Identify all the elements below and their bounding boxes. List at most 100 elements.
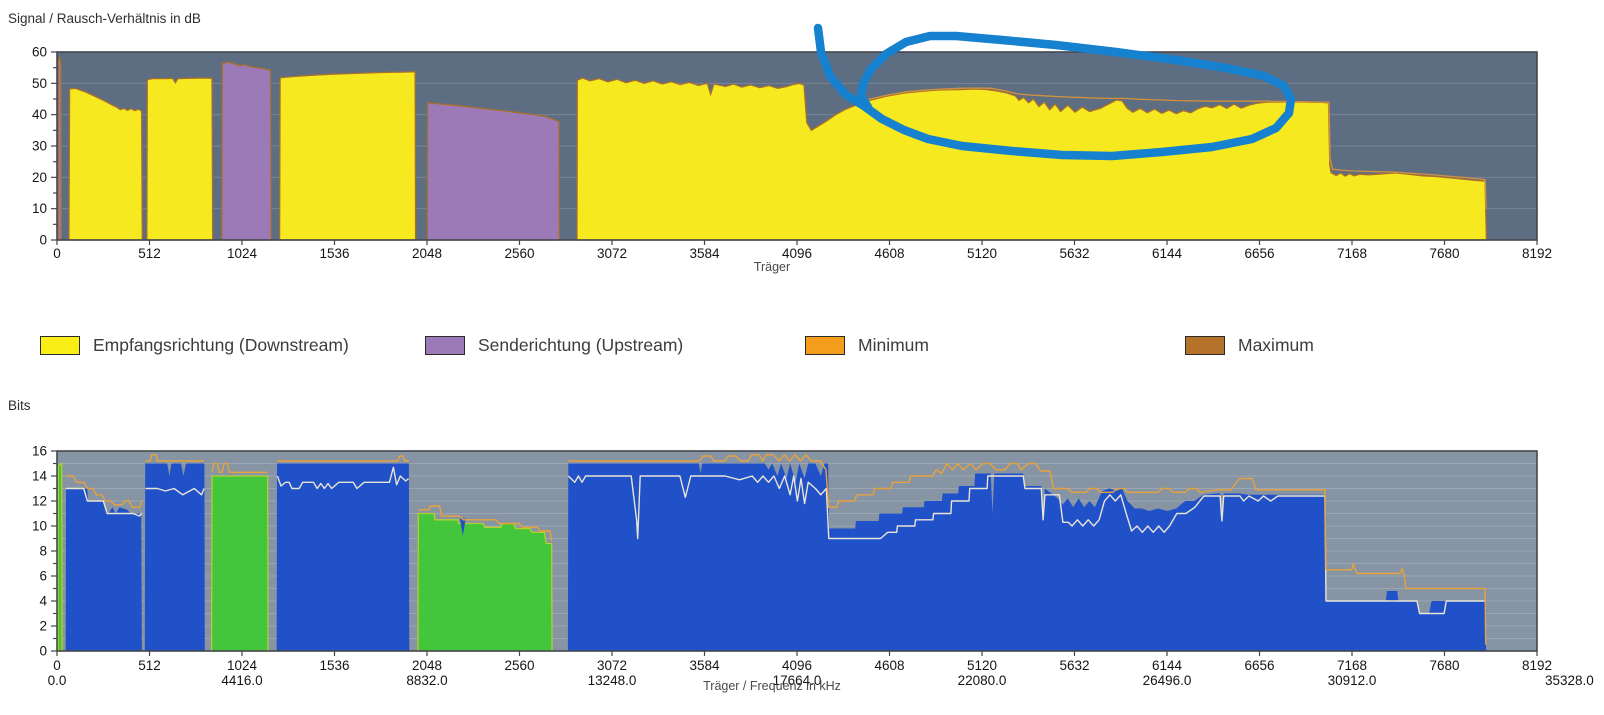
legend-swatch: [1185, 335, 1225, 355]
series-downstream-1: [68, 87, 143, 241]
x-tick-label: 0: [53, 246, 61, 261]
y-tick-label: 10: [32, 201, 47, 216]
x-tick-label: 4096: [782, 246, 812, 261]
series-bits-min-2: [145, 487, 205, 496]
freq-tick-label: 35328.0: [1545, 673, 1594, 688]
x-tick-label: 2048: [412, 658, 442, 673]
x-tick-label: 1024: [227, 246, 258, 261]
x-tick-label: 3584: [689, 246, 720, 261]
legend-label: Senderichtung (Upstream): [478, 334, 684, 355]
x-tick-label: 512: [138, 658, 161, 673]
freq-tick-label: 4416.0: [221, 673, 262, 688]
y-tick-label: 10: [32, 519, 47, 534]
x-tick-label: 5632: [1059, 658, 1089, 673]
series-snr-minimum-line: [855, 87, 1487, 209]
x-tick-label: 3072: [597, 658, 627, 673]
x-tick-label: 4096: [782, 658, 812, 673]
series-bits-min-1: [66, 487, 143, 517]
y-tick-label: 20: [32, 170, 47, 185]
series-bits-block-1: [65, 488, 142, 651]
y-tick-label: 12: [32, 494, 47, 509]
legend-item-2: Minimum: [805, 333, 929, 357]
y-tick-label: 16: [32, 444, 47, 459]
freq-tick-label: 30912.0: [1328, 673, 1377, 688]
x-tick-label: 7168: [1337, 658, 1367, 673]
series-bits-max-4: [568, 454, 1487, 645]
x-tick-label: 5120: [967, 658, 997, 673]
legend-swatch: [805, 335, 845, 355]
x-tick-label: 3072: [597, 246, 627, 261]
x-tick-label: 2048: [412, 246, 442, 261]
freq-tick-label: 17664.0: [773, 673, 822, 688]
y-tick-label: 6: [39, 569, 47, 584]
series-downstream-3: [278, 71, 417, 241]
x-tick-label: 6656: [1244, 246, 1274, 261]
x-tick-label: 2560: [504, 246, 534, 261]
y-tick-label: 30: [32, 139, 47, 154]
series-upstream-1: [221, 61, 272, 241]
x-tick-label: 4608: [874, 658, 904, 673]
series-downstream-2: [146, 77, 214, 241]
x-tick-label: 7680: [1429, 658, 1459, 673]
x-axis-label: Träger: [754, 260, 790, 274]
x-tick-label: 2560: [504, 658, 534, 673]
x-tick-label: 8192: [1522, 658, 1552, 673]
series-bits-max-1: [65, 475, 143, 508]
x-axis-label: Träger / Frequenz in kHz: [703, 679, 841, 693]
x-tick-label: 8192: [1522, 246, 1552, 261]
chart-legend: Empfangsrichtung (Downstream) Senderichtu…: [0, 333, 1604, 365]
freq-tick-label: 22080.0: [958, 673, 1007, 688]
series-blue-notch-in-green: [459, 518, 466, 536]
y-tick-label: 8: [39, 544, 47, 559]
x-tick-label: 5120: [967, 246, 997, 261]
legend-item-1: Senderichtung (Upstream): [425, 333, 683, 357]
series-upstream-2: [426, 102, 560, 241]
x-tick-label: 6144: [1152, 658, 1183, 673]
y-tick-label: 2: [39, 619, 47, 634]
legend-label: Maximum: [1238, 334, 1314, 355]
legend-item-0: Empfangsrichtung (Downstream): [40, 333, 349, 357]
y-tick-label: 4: [39, 594, 47, 609]
x-tick-label: 1024: [227, 658, 258, 673]
x-tick-label: 6144: [1152, 246, 1183, 261]
y-tick-label: 40: [32, 107, 47, 122]
legend-swatch: [40, 335, 80, 355]
series-bits-block-4: [567, 463, 1487, 651]
legend-label: Minimum: [858, 334, 929, 355]
legend-swatch: [425, 335, 465, 355]
x-tick-label: 7680: [1429, 246, 1459, 261]
x-tick-label: 512: [138, 246, 161, 261]
x-tick-label: 7168: [1337, 246, 1367, 261]
series-bits-max-2: [145, 454, 205, 462]
freq-tick-label: 13248.0: [588, 673, 637, 688]
y-tick-label: 60: [32, 45, 47, 60]
series-bits-min-4: [567, 475, 1486, 615]
y-tick-label: 50: [32, 76, 47, 91]
y-tick-label: 0: [39, 233, 47, 248]
x-tick-label: 6656: [1244, 658, 1274, 673]
freq-tick-label: 0.0: [48, 673, 67, 688]
x-tick-label: 4608: [874, 246, 904, 261]
x-tick-label: 5632: [1059, 246, 1089, 261]
series-bits-max-green-1: [211, 462, 268, 473]
freq-tick-label: 8832.0: [406, 673, 447, 688]
x-tick-label: 1536: [319, 246, 349, 261]
series-bits-min-3: [276, 466, 410, 490]
y-tick-label: 0: [39, 644, 47, 659]
series-downstream-4: [576, 77, 1488, 241]
x-tick-label: 0: [53, 658, 61, 673]
series-bits-block-2: [144, 463, 205, 651]
freq-tick-label: 26496.0: [1143, 673, 1192, 688]
x-tick-label: 1536: [319, 658, 349, 673]
legend-label: Empfangsrichtung (Downstream): [93, 334, 349, 355]
y-tick-label: 14: [32, 469, 48, 484]
series-bits-max-3: [277, 455, 409, 462]
series-bits-max-green-2: [418, 505, 553, 542]
bits-chart-title: Bits: [8, 398, 31, 413]
legend-item-3: Maximum: [1185, 333, 1314, 357]
hand-drawn-blue-circle: [813, 23, 1296, 161]
